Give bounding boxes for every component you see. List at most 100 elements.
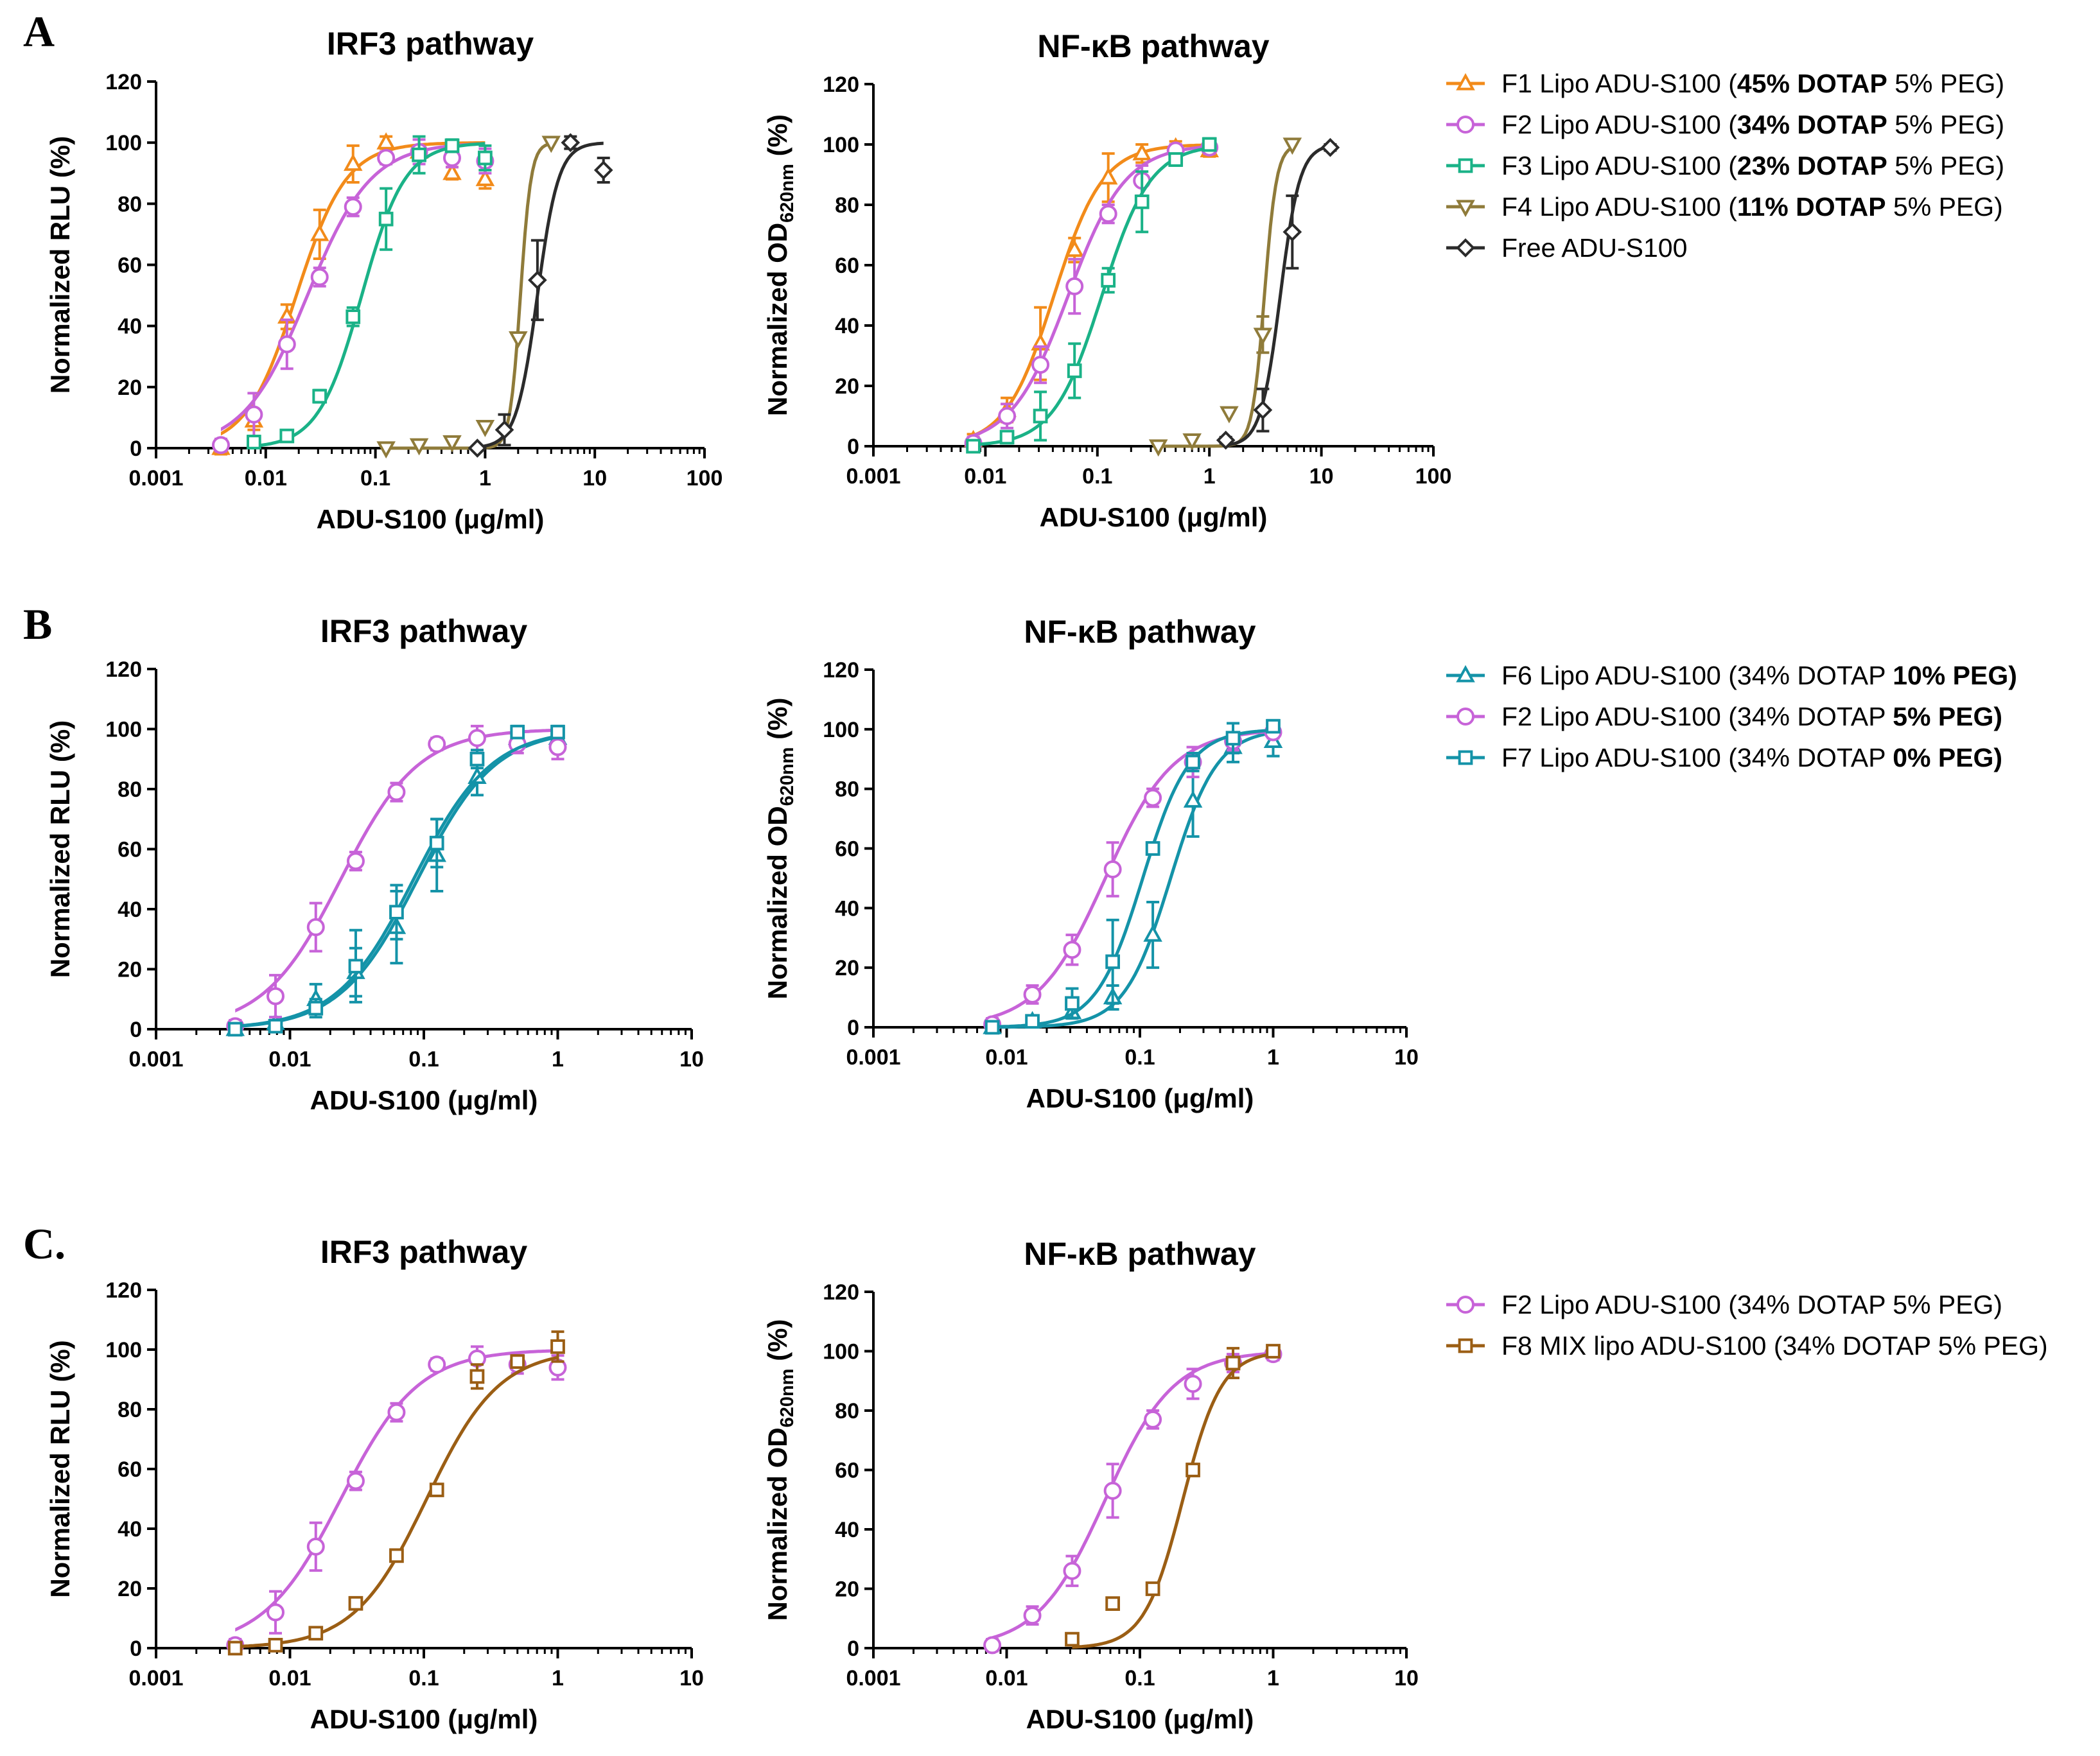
data-point <box>1282 137 1302 155</box>
x-axis-label: ADU-S100 (μg/ml) <box>1040 502 1268 532</box>
data-point <box>983 1636 1002 1655</box>
y-axis-label: Normalized OD620nm (%) <box>762 1319 798 1621</box>
y-tick-label: 80 <box>835 1399 859 1423</box>
data-point <box>494 420 514 440</box>
data-point <box>1225 1355 1241 1371</box>
x-tick-label: 1 <box>1203 464 1216 489</box>
y-tick-label: 0 <box>847 1637 859 1661</box>
data-point <box>1143 924 1162 942</box>
y-tick-label: 60 <box>835 837 859 862</box>
data-point <box>387 783 406 801</box>
y-tick-label: 40 <box>835 1518 859 1542</box>
x-tick-label: 0.1 <box>360 466 390 491</box>
series-F2 <box>226 1345 567 1655</box>
legend-marker <box>1457 116 1475 134</box>
data-point <box>1099 205 1117 223</box>
data-point <box>1103 860 1122 878</box>
legend-item-F2: F2 Lipo ADU-S100 (34% DOTAP 5% PEG) <box>1446 702 2002 731</box>
data-point <box>1266 1344 1281 1359</box>
data-point <box>267 987 285 1005</box>
data-point <box>1320 137 1340 157</box>
chart-C-IRF3: IRF3 pathway 0 20 40 60 80 100 120 0.001 0.01 0.1 1… <box>45 1234 704 1734</box>
y-axis-label: Normalized OD620nm (%) <box>762 698 798 1000</box>
chart-title: NF-κB pathway <box>1024 1236 1256 1272</box>
x-tick-label: 100 <box>687 466 723 491</box>
x-tick-label: 1 <box>1267 1045 1279 1070</box>
data-point <box>310 223 329 241</box>
legend-label: F3 Lipo ADU-S100 (23% DOTAP 5% PEG) <box>1501 151 2004 180</box>
data-point <box>1144 1410 1162 1429</box>
data-point <box>1033 408 1048 424</box>
x-tick-label: 0.01 <box>268 1047 311 1072</box>
x-tick-label: 0.01 <box>985 1666 1028 1691</box>
data-point <box>1225 731 1241 746</box>
x-tick-label: 0.001 <box>846 1666 900 1691</box>
legend-label: F6 Lipo ADU-S100 (34% DOTAP 10% PEG) <box>1501 661 2017 690</box>
data-point <box>966 439 981 454</box>
panel-label-B: B <box>23 600 52 648</box>
data-point <box>984 1020 1000 1035</box>
chart-A-IRF3: IRF3 pathway 0 20 40 60 80 100 120 0.001 0.01 0.1 1… <box>45 26 722 534</box>
data-point <box>1186 1463 1200 1477</box>
legend-item-F2: F2 Lipo ADU-S100 (34% DOTAP 5% PEG) <box>1446 1290 2002 1319</box>
data-point <box>510 724 525 740</box>
legend-label: F1 Lipo ADU-S100 (45% DOTAP 5% PEG) <box>1501 69 2004 98</box>
data-point <box>245 405 263 424</box>
data-point <box>387 1403 406 1421</box>
y-tick-label: 40 <box>835 314 859 338</box>
data-point <box>277 335 296 354</box>
x-tick-label: 0.1 <box>1082 464 1112 489</box>
panel-label-A: A <box>23 7 55 56</box>
data-point <box>1182 433 1202 451</box>
data-point <box>1063 941 1081 959</box>
data-point <box>1282 222 1302 242</box>
data-point <box>1023 1606 1042 1625</box>
series-F2 <box>983 1345 1282 1655</box>
data-point <box>429 835 444 851</box>
legend-marker <box>1457 708 1475 726</box>
legend-marker <box>1456 73 1475 91</box>
data-point <box>528 270 547 290</box>
x-axis-label: ADU-S100 (μg/ml) <box>310 1085 538 1115</box>
data-point <box>1168 152 1184 167</box>
legend-item-F1: F1 Lipo ADU-S100 (45% DOTAP 5% PEG) <box>1446 69 2004 98</box>
y-tick-label: 0 <box>847 435 859 459</box>
x-tick-label: 0.01 <box>268 1666 311 1691</box>
y-tick-label: 60 <box>835 254 859 278</box>
legend-label: F2 Lipo ADU-S100 (34% DOTAP 5% PEG) <box>1501 1290 2002 1319</box>
x-tick-label: 0.001 <box>128 1047 183 1072</box>
y-tick-label: 20 <box>118 958 142 982</box>
fit-curve <box>992 731 1273 1029</box>
data-point <box>308 1626 324 1641</box>
data-point <box>1101 273 1116 288</box>
y-axis-label: Normalized RLU (%) <box>45 1340 75 1597</box>
y-tick-label: 100 <box>105 1338 142 1362</box>
data-point <box>468 729 486 747</box>
fit-curve <box>973 144 1210 438</box>
x-axis-label: ADU-S100 (μg/ml) <box>1026 1083 1254 1113</box>
data-point <box>1065 239 1084 257</box>
series-F2 <box>983 723 1282 1034</box>
data-point <box>344 198 362 216</box>
data-point <box>429 1482 444 1497</box>
fit-curve <box>477 141 604 449</box>
fit-curve <box>235 1355 558 1649</box>
data-point <box>377 148 396 167</box>
data-point <box>999 430 1015 445</box>
series-F8 <box>227 1330 565 1656</box>
data-point <box>211 436 230 455</box>
data-point <box>548 738 567 756</box>
fit-curve <box>235 735 558 1029</box>
x-tick-label: 10 <box>582 466 607 491</box>
legend-item-F8: F8 MIX lipo ADU-S100 (34% DOTAP 5% PEG) <box>1446 1331 2048 1360</box>
legend-label: F2 Lipo ADU-S100 (34% DOTAP 5% PEG) <box>1501 702 2002 731</box>
legend-label: F7 Lipo ADU-S100 (34% DOTAP 0% PEG) <box>1501 743 2002 772</box>
y-axis-label: Normalized OD620nm (%) <box>762 114 798 416</box>
y-tick-label: 60 <box>835 1459 859 1483</box>
x-tick-label: 0.001 <box>846 464 900 489</box>
y-tick-label: 0 <box>847 1016 859 1040</box>
data-point <box>389 1548 404 1563</box>
series-F4 <box>1148 137 1302 457</box>
data-point <box>247 435 261 449</box>
data-point <box>1145 841 1160 856</box>
